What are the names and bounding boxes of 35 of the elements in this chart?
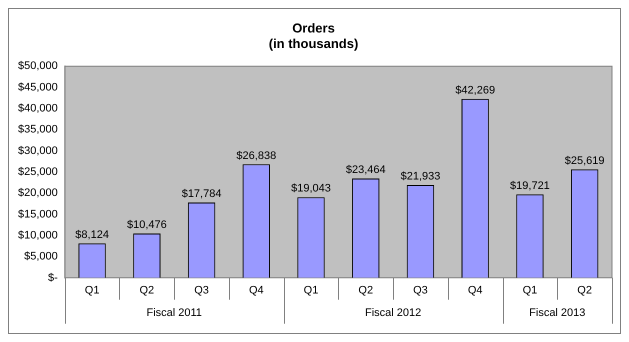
- data-label: $8,124: [75, 228, 109, 241]
- x-tick-label: Q3: [194, 284, 209, 296]
- data-label: $21,933: [400, 170, 440, 183]
- x-tick-label: Q1: [522, 284, 538, 296]
- data-label: $17,784: [182, 188, 222, 200]
- data-label: $19,043: [291, 182, 331, 195]
- data-label: $26,838: [236, 150, 276, 162]
- x-tick-label: Q2: [577, 284, 592, 296]
- text: Fiscal 2012: [364, 306, 422, 319]
- data-label: $25,619: [564, 154, 605, 167]
- y-tick-label: $5,000: [24, 250, 58, 263]
- y-tick-label: $25,000: [18, 166, 58, 178]
- text: Fiscal 2011: [146, 306, 202, 319]
- x-tick-label: Q4: [468, 284, 483, 296]
- x-tick-label: Q3: [413, 284, 428, 296]
- y-tick-label: $40,000: [18, 102, 58, 115]
- data-label: $10,476: [126, 218, 167, 231]
- y-tick-label: $45,000: [18, 81, 58, 94]
- y-tick-label: $30,000: [18, 144, 58, 157]
- x-tick-label: Q2: [358, 284, 374, 296]
- y-tick-label: $-: [48, 272, 58, 284]
- data-label: $19,721: [510, 180, 550, 192]
- x-tick-label: Q4: [248, 284, 264, 296]
- text: Fiscal 2013: [529, 306, 586, 319]
- y-tick-label: $15,000: [18, 208, 58, 220]
- x-tick-label: Q1: [304, 284, 318, 296]
- y-tick-label: $10,000: [18, 230, 58, 242]
- x-tick-label: Q1: [84, 284, 100, 296]
- y-tick-label: $35,000: [18, 124, 58, 136]
- y-tick-label: $50,000: [18, 60, 58, 72]
- data-label: $42,269: [455, 84, 496, 96]
- data-label: $23,464: [346, 164, 386, 176]
- x-tick-label: Q2: [140, 284, 154, 296]
- y-tick-label: $20,000: [18, 187, 58, 200]
- chart-title: Orders (in thousands): [268, 20, 358, 51]
